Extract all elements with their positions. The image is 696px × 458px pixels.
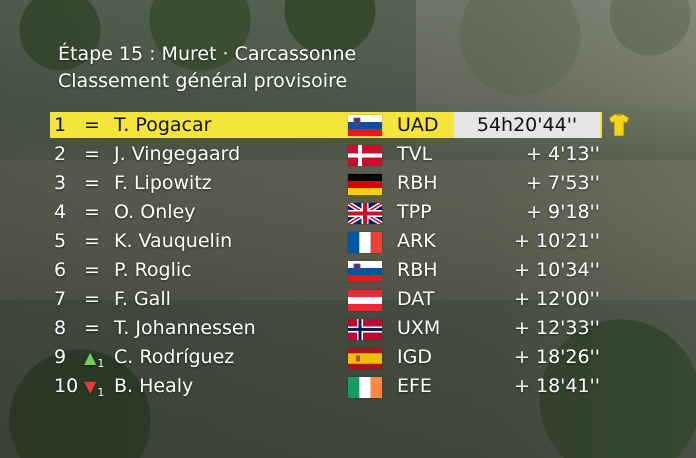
standings-row: 10 ▼1 B. Healy EFE + 18'41'' <box>50 372 650 401</box>
position-up-indicator: ▲1 <box>84 348 105 370</box>
arrow-up-icon: ▲ <box>84 348 97 367</box>
rider-name: J. Vingegaard <box>114 143 241 165</box>
rider-name: P. Roglic <box>114 259 192 281</box>
team-code: ARK <box>397 230 436 252</box>
standings-row: 3 = F. Lipowitz RBH + 7'53'' <box>50 169 650 198</box>
standings-row: 2 = J. Vingegaard TVL + 4'13'' <box>50 140 650 169</box>
position: 6 <box>54 259 67 281</box>
position: 1 <box>54 114 67 136</box>
position-change: = <box>84 259 100 281</box>
standings-row: 7 = F. Gall DAT + 12'00'' <box>50 285 650 314</box>
position: 9 <box>54 346 67 368</box>
rider-name: B. Healy <box>114 375 194 397</box>
slovenia-flag <box>348 261 382 282</box>
germany-flag <box>348 174 382 195</box>
position-change: = <box>84 201 100 223</box>
yellow-jersey-icon <box>608 113 630 137</box>
gc-time: + 18'26'' <box>514 346 600 368</box>
position-down-indicator: ▼1 <box>84 377 105 399</box>
standings-row: 6 = P. Roglic RBH + 10'34'' <box>50 256 650 285</box>
position-change: = <box>84 143 100 165</box>
position: 3 <box>54 172 67 194</box>
team-code: TVL <box>397 143 433 165</box>
gc-time: + 9'18'' <box>526 201 600 223</box>
team-code: RBH <box>397 172 438 194</box>
rider-name: T. Pogacar <box>114 114 212 136</box>
gc-time: + 4'13'' <box>526 143 600 165</box>
spain-flag <box>348 348 382 369</box>
standings-row: 4 = O. Onley TPP + 9'18'' <box>50 198 650 227</box>
team-code: UXM <box>397 317 441 339</box>
gc-time: + 12'00'' <box>514 288 600 310</box>
position-change: = <box>84 317 100 339</box>
gc-time: + 10'34'' <box>514 259 600 281</box>
gc-time: + 18'41'' <box>514 375 600 397</box>
classification-title: Classement général provisoire <box>58 70 348 92</box>
rider-name: F. Lipowitz <box>114 172 212 194</box>
denmark-flag <box>348 145 382 166</box>
position: 4 <box>54 201 67 223</box>
position: 2 <box>54 143 67 165</box>
standings-table: 1 = T. Pogacar UAD 54h20'44'' 2 = J. Vin… <box>50 112 650 401</box>
standings-row-leader: 1 = T. Pogacar UAD 54h20'44'' <box>50 112 650 138</box>
ireland-flag <box>348 377 382 398</box>
rider-name: C. Rodríguez <box>114 346 235 368</box>
standings-row: 9 ▲1 C. Rodríguez IGD + 18'26'' <box>50 343 650 372</box>
austria-flag <box>348 290 382 311</box>
rider-name: O. Onley <box>114 201 196 223</box>
uk-flag <box>348 203 382 224</box>
norway-flag <box>348 319 382 340</box>
rider-name: T. Johannessen <box>114 317 256 339</box>
gc-time: + 12'33'' <box>514 317 600 339</box>
position-change: = <box>84 114 100 136</box>
graphic-header: Étape 15 : Muret · Carcassonne Classemen… <box>58 41 356 95</box>
position: 10 <box>54 375 79 397</box>
team-code: IGD <box>397 346 432 368</box>
gc-time: 54h20'44'' <box>476 114 578 136</box>
standings-row: 5 = K. Vauquelin ARK + 10'21'' <box>50 227 650 256</box>
standings-row: 8 = T. Johannessen UXM + 12'33'' <box>50 314 650 343</box>
stage-title: Étape 15 : Muret · Carcassonne <box>58 43 357 65</box>
position-change: = <box>84 230 100 252</box>
position: 8 <box>54 317 67 339</box>
team-code: DAT <box>397 288 435 310</box>
slovenia-flag <box>348 115 382 136</box>
france-flag <box>348 232 382 253</box>
team-code: UAD <box>397 114 439 136</box>
position-change: = <box>84 288 100 310</box>
gc-time: + 7'53'' <box>526 172 600 194</box>
position-change: = <box>84 172 100 194</box>
team-code: TPP <box>397 201 432 223</box>
team-code: RBH <box>397 259 438 281</box>
team-code: EFE <box>397 375 432 397</box>
position: 7 <box>54 288 67 310</box>
position: 5 <box>54 230 67 252</box>
rider-name: K. Vauquelin <box>114 230 233 252</box>
arrow-down-icon: ▼ <box>84 377 97 396</box>
gc-time: + 10'21'' <box>514 230 600 252</box>
leader-time-box <box>454 112 600 138</box>
rider-name: F. Gall <box>114 288 171 310</box>
